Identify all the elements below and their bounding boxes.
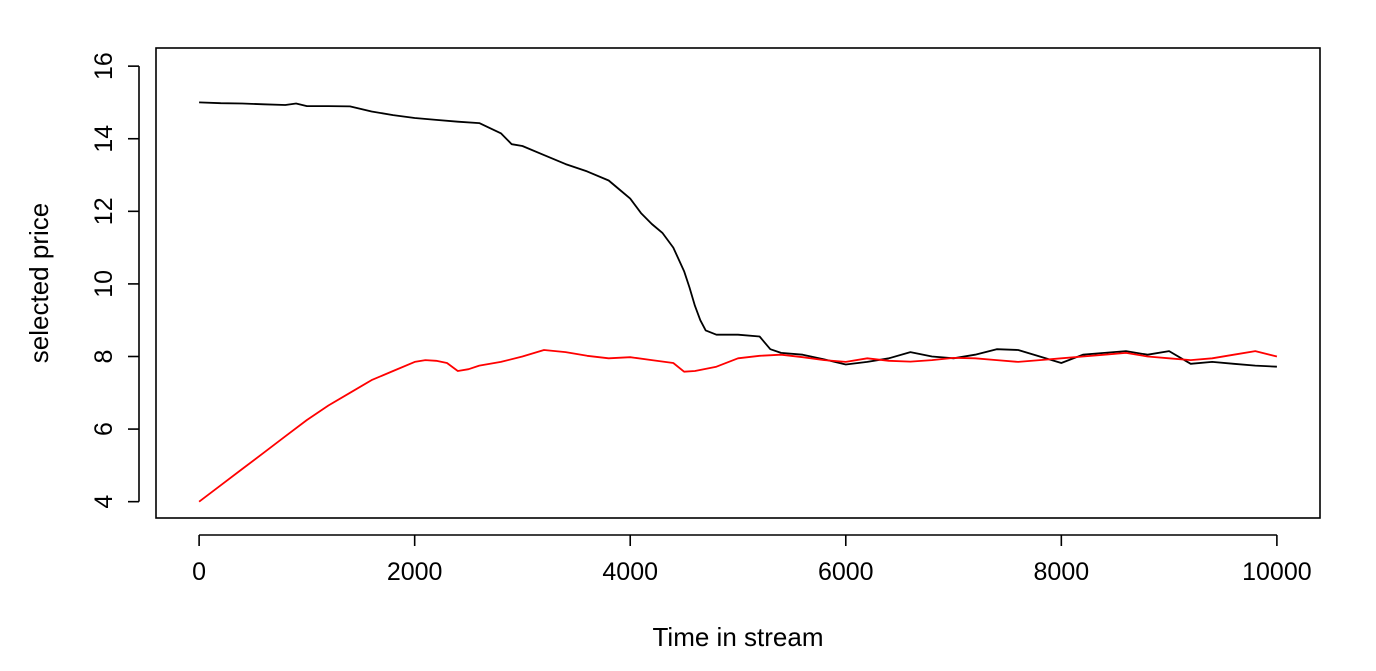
y-tick-label: 14 [90, 125, 118, 153]
y-axis-title: selected price [24, 203, 54, 363]
x-tick-label: 4000 [602, 558, 658, 586]
series-line-2 [198, 349, 1278, 503]
y-tick-label: 16 [90, 52, 118, 80]
y-tick-label: 6 [90, 422, 118, 436]
plot-frame [155, 47, 1321, 519]
x-tick-label: 10000 [1242, 558, 1312, 586]
x-tick-label: 6000 [818, 558, 874, 586]
y-tick-label: 12 [90, 197, 118, 225]
x-tick-label: 0 [192, 558, 206, 586]
x-tick-label: 2000 [387, 558, 443, 586]
x-axis: 0 2000 4000 6000 8000 10000 [192, 534, 1312, 586]
x-axis-title: Time in stream [653, 622, 824, 652]
y-tick-label: 4 [90, 495, 118, 509]
series-line-1 [199, 101, 1277, 368]
y-tick-label: 10 [90, 270, 118, 298]
y-axis: 4 6 8 10 12 14 16 [90, 52, 140, 509]
y-tick-label: 8 [90, 350, 118, 364]
x-tick-label: 8000 [1034, 558, 1090, 586]
series-layer [198, 101, 1278, 503]
